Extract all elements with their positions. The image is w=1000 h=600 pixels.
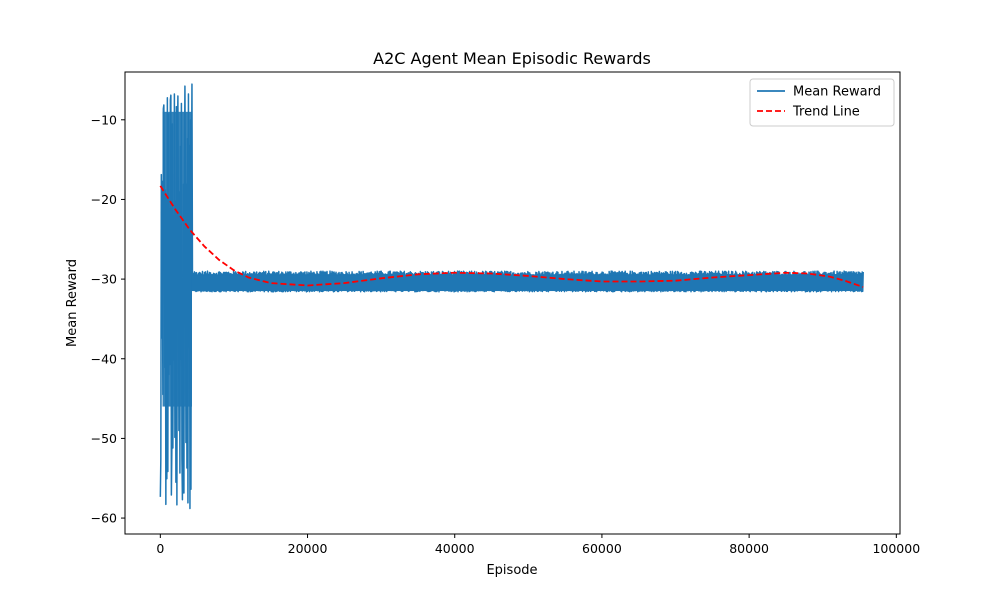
y-ticks: −10 −20 −30 −40 −50 −60 (91, 112, 125, 526)
y-tick-label: −10 (91, 112, 117, 127)
plot-content (159, 83, 864, 510)
series-line-trend-line (159, 185, 864, 288)
legend-label-mean-reward: Mean Reward (793, 85, 881, 100)
x-tick-label: 0 (156, 541, 164, 556)
y-tick-label: −20 (91, 192, 117, 207)
y-tick-label: −40 (91, 351, 117, 366)
x-tick-label: 60000 (582, 541, 622, 556)
legend-box (749, 78, 895, 127)
y-tick-label: −30 (91, 272, 117, 287)
x-tick-label: 80000 (729, 541, 769, 556)
legend-label-trend-line: Trend Line (792, 105, 860, 120)
x-tick-label: 40000 (435, 541, 475, 556)
axes-frame (124, 71, 901, 535)
chart-title: A2C Agent Mean Episodic Rewards (373, 49, 651, 68)
y-tick-label: −50 (91, 431, 117, 446)
y-tick-label: −60 (91, 511, 117, 526)
y-axis-label: Mean Reward (65, 259, 80, 347)
series-spike-block-mean-reward (162, 111, 192, 407)
x-tick-label: 20000 (288, 541, 328, 556)
legend: Mean Reward Trend Line (749, 78, 895, 127)
x-ticks: 0 20000 40000 60000 80000 100000 (156, 534, 920, 556)
x-tick-label: 100000 (872, 541, 920, 556)
x-axis-label: Episode (486, 563, 537, 578)
series-band-mean-reward (191, 275, 864, 292)
